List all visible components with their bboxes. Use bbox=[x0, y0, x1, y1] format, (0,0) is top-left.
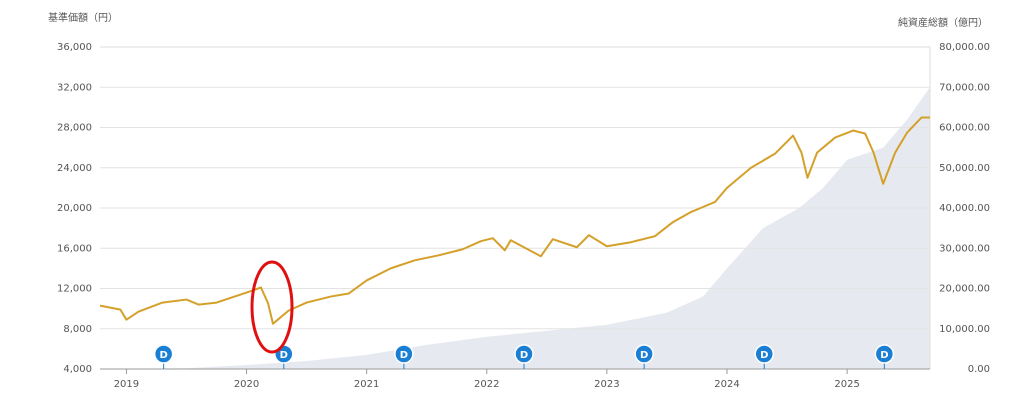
y2-tick-label: 10,000.00 bbox=[939, 324, 990, 335]
y-tick-label: 36,000 bbox=[57, 42, 92, 53]
y2-tick-label: 40,000.00 bbox=[939, 203, 990, 214]
dividend-label: D bbox=[160, 350, 168, 361]
dividend-label: D bbox=[760, 350, 768, 361]
line bbox=[99, 116, 930, 325]
y-tick-label: 8,000 bbox=[63, 324, 92, 335]
y2-tick-label: 0.00 bbox=[968, 364, 990, 375]
x-tick-label: 2024 bbox=[714, 379, 739, 390]
x-tick-label: 2020 bbox=[234, 379, 259, 390]
dividend-label: D bbox=[280, 350, 288, 361]
dividend-label: D bbox=[640, 350, 648, 361]
y2-axis-label: 純資産総額（億円） bbox=[898, 16, 988, 29]
dividend-label: D bbox=[520, 350, 528, 361]
y-tick-label: 28,000 bbox=[57, 123, 92, 134]
y2-tick-label: 80,000.00 bbox=[939, 42, 990, 53]
y-tick-label: 20,000 bbox=[57, 203, 92, 214]
dividend-marker bbox=[634, 344, 654, 364]
x-tick-label: 2021 bbox=[354, 379, 379, 390]
y2-tick-label: 70,000.00 bbox=[939, 82, 990, 93]
dividend-marker bbox=[394, 344, 414, 364]
highlight-circle bbox=[250, 260, 294, 354]
dividend-label: D bbox=[400, 350, 408, 361]
dividend-label: D bbox=[880, 350, 888, 361]
x-tick-label: 2025 bbox=[834, 379, 859, 390]
area bbox=[100, 87, 930, 369]
y-axis-label: 基準価額（円） bbox=[48, 11, 118, 24]
x-tick-label: 2022 bbox=[474, 379, 499, 390]
y-tick-label: 32,000 bbox=[57, 82, 92, 93]
y2-tick-label: 50,000.00 bbox=[939, 163, 990, 174]
dividend-marker bbox=[514, 344, 534, 364]
y-tick-label: 12,000 bbox=[57, 284, 92, 295]
y2-tick-label: 30,000.00 bbox=[939, 243, 990, 254]
y-tick-label: 16,000 bbox=[57, 243, 92, 254]
dividend-marker bbox=[754, 344, 774, 364]
y-tick-label: 4,000 bbox=[63, 364, 92, 375]
y2-tick-label: 20,000.00 bbox=[939, 284, 990, 295]
y-tick-label: 24,000 bbox=[57, 163, 92, 174]
x-tick-label: 2019 bbox=[114, 379, 139, 390]
dividend-marker bbox=[153, 344, 174, 364]
x-tick-label: 2023 bbox=[594, 379, 619, 390]
y2-tick-label: 60,000.00 bbox=[939, 123, 990, 134]
dividend-marker bbox=[874, 344, 895, 364]
